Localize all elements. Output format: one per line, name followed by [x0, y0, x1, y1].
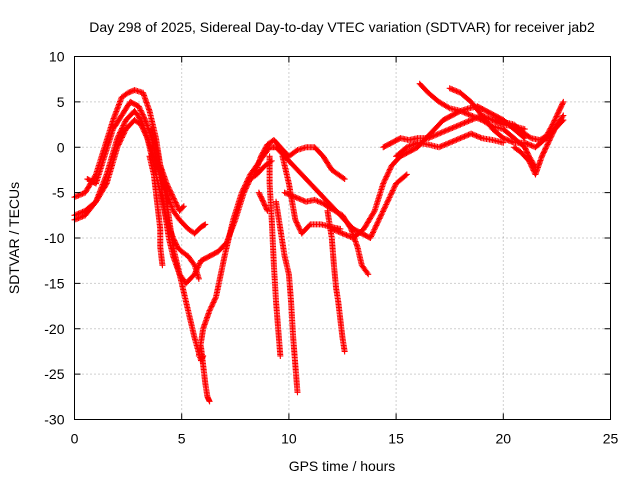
y-tick-label: -10: [44, 230, 64, 246]
data-point-markers: [281, 189, 372, 278]
x-tick-label: 0: [71, 431, 79, 447]
y-tick-label: -15: [44, 275, 64, 291]
x-tick-label: 25: [603, 431, 619, 447]
y-tick-label: -30: [44, 412, 64, 428]
series-arc-11: [255, 189, 271, 214]
y-tick-label: -5: [52, 185, 65, 201]
y-tick-label: -20: [44, 321, 64, 337]
y-tick-label: 5: [57, 94, 65, 110]
data-points: [71, 80, 567, 405]
tick-labels: 0 5 10 15 20 25 10 5 0 -5 -10 -15 -20 -25 -30: [44, 49, 618, 447]
chart-title: Day 298 of 2025, Sidereal Day-to-day VTE…: [89, 19, 595, 35]
data-point-markers: [511, 112, 567, 178]
y-tick-label: -25: [44, 366, 64, 382]
series-arc-22: [511, 112, 567, 178]
series-arc-10: [273, 198, 301, 396]
data-point-markers: [324, 207, 348, 355]
x-tick-label: 5: [178, 431, 186, 447]
data-point-markers: [146, 153, 166, 269]
data-point-markers: [255, 189, 271, 214]
data-point-markers: [273, 198, 301, 396]
x-tick-label: 10: [281, 431, 297, 447]
series-arc-14: [281, 189, 372, 278]
y-tick-label: 0: [57, 139, 65, 155]
data-point-markers: [393, 130, 507, 160]
series-arc-6: [148, 126, 187, 214]
x-axis-label: GPS time / hours: [289, 458, 396, 474]
axis-ticks: [74, 56, 611, 420]
series-arc-20: [393, 130, 507, 160]
series-arc-15: [324, 207, 348, 355]
x-tick-label: 15: [388, 431, 404, 447]
data-point-markers: [489, 98, 567, 143]
data-point-markers: [266, 153, 284, 359]
series-arc-21: [489, 98, 567, 143]
series-arc-5: [146, 153, 166, 269]
x-tick-label: 20: [496, 431, 512, 447]
data-point-markers: [251, 136, 348, 183]
y-axis-label: SDTVAR / TECUs: [6, 182, 22, 294]
series-arc-9: [266, 153, 284, 359]
data-point-markers: [148, 126, 187, 214]
series-arc-13: [251, 136, 348, 183]
y-tick-label: 10: [49, 49, 65, 65]
